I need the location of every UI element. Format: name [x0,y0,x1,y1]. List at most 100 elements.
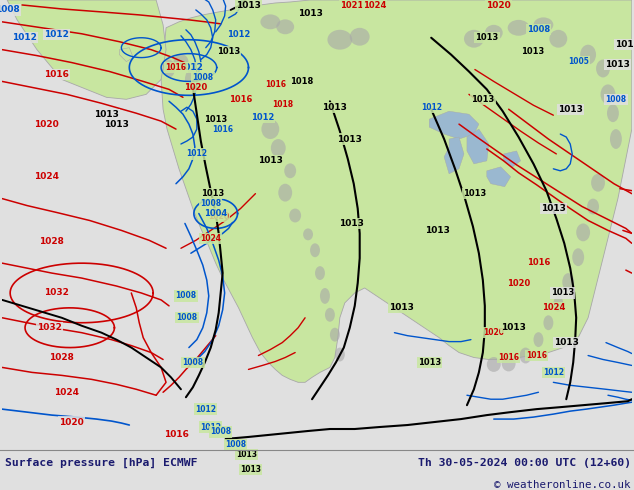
Text: 1032: 1032 [44,289,69,297]
Ellipse shape [501,356,515,371]
Text: 1013: 1013 [558,105,583,114]
Ellipse shape [350,28,370,46]
Ellipse shape [174,54,188,69]
Polygon shape [444,137,464,174]
Text: 1021: 1021 [340,1,363,10]
Text: 1012: 1012 [178,63,204,72]
Ellipse shape [576,223,590,241]
Ellipse shape [271,139,286,157]
Polygon shape [119,48,133,62]
Text: 1013: 1013 [236,1,261,10]
Text: 1013: 1013 [236,450,257,459]
Ellipse shape [587,198,599,215]
Text: 1013: 1013 [339,219,364,228]
Ellipse shape [289,209,301,222]
Text: 1013: 1013 [521,47,544,56]
Text: 1008: 1008 [605,95,626,104]
Text: 1013: 1013 [240,465,261,474]
Text: 1013: 1013 [541,204,566,213]
Text: 1020: 1020 [483,328,504,337]
Text: 1016: 1016 [165,63,186,72]
Ellipse shape [303,228,313,240]
Text: 1013: 1013 [104,120,129,129]
Text: Surface pressure [hPa] ECMWF: Surface pressure [hPa] ECMWF [5,458,198,468]
Ellipse shape [185,70,197,89]
Text: 1012: 1012 [421,103,442,112]
Text: 1008: 1008 [210,427,231,437]
Text: Th 30-05-2024 00:00 UTC (12+60): Th 30-05-2024 00:00 UTC (12+60) [418,458,631,468]
Ellipse shape [261,14,280,29]
Polygon shape [467,129,489,164]
Text: 1024: 1024 [55,388,79,397]
Text: 1008: 1008 [225,441,246,449]
Ellipse shape [327,30,353,49]
Text: 1013: 1013 [94,110,119,119]
Text: 1012: 1012 [11,33,37,42]
Text: 1016: 1016 [164,430,188,440]
Polygon shape [429,111,479,139]
Text: 1020: 1020 [60,417,84,427]
Ellipse shape [607,104,619,122]
Ellipse shape [596,60,610,77]
Text: 1013: 1013 [425,226,450,235]
Polygon shape [161,0,632,382]
Ellipse shape [330,328,340,342]
Ellipse shape [520,347,531,364]
Text: 1013: 1013 [418,358,441,367]
Text: 1020: 1020 [208,212,229,221]
Text: 1020: 1020 [507,278,530,288]
Text: © weatheronline.co.uk: © weatheronline.co.uk [495,480,631,490]
Text: 1008: 1008 [200,199,221,208]
Ellipse shape [553,296,563,312]
Text: 1012: 1012 [200,422,221,432]
Ellipse shape [533,332,543,347]
Text: 1016: 1016 [498,353,519,362]
Text: 1016: 1016 [526,351,547,360]
Text: 1013: 1013 [337,135,362,144]
Text: 1016: 1016 [44,70,69,79]
Text: 1008: 1008 [192,73,214,82]
Text: 1013: 1013 [551,289,574,297]
Text: 1032: 1032 [37,323,62,332]
Ellipse shape [261,119,279,139]
Text: 1012: 1012 [44,30,69,39]
Text: 1013: 1013 [258,156,283,166]
Text: 1008: 1008 [527,25,550,34]
Text: 1013: 1013 [201,189,224,198]
Text: 1020: 1020 [486,1,511,10]
Text: 1016: 1016 [212,124,233,134]
Text: 1012: 1012 [250,113,274,122]
Polygon shape [487,167,510,187]
Text: 1012: 1012 [195,405,216,414]
Text: 1013: 1013 [204,115,228,123]
Text: 1024: 1024 [34,172,60,181]
Text: 1028: 1028 [39,237,64,246]
Polygon shape [503,151,521,167]
Ellipse shape [508,20,529,36]
Ellipse shape [464,30,484,48]
Text: 1016: 1016 [265,80,286,89]
Text: 1013: 1013 [605,60,630,69]
Text: 1020: 1020 [34,120,59,129]
Text: 1024: 1024 [363,1,386,10]
Ellipse shape [163,60,175,77]
Text: 1008: 1008 [176,313,197,322]
Ellipse shape [276,20,294,34]
Ellipse shape [562,273,574,291]
Text: 1013: 1013 [476,33,498,42]
Text: 1016: 1016 [527,258,550,267]
Ellipse shape [580,45,596,65]
Ellipse shape [533,17,553,32]
Text: 1024: 1024 [200,234,221,243]
Ellipse shape [487,357,501,372]
Ellipse shape [284,163,296,178]
Text: 1018: 1018 [272,100,293,109]
Text: 1013: 1013 [616,40,634,49]
Ellipse shape [485,25,503,41]
Ellipse shape [315,266,325,280]
Text: 1012: 1012 [543,368,564,377]
Ellipse shape [310,244,320,257]
Text: 1008: 1008 [183,358,204,367]
Text: 1008: 1008 [0,5,20,14]
Text: 1013: 1013 [323,103,347,112]
